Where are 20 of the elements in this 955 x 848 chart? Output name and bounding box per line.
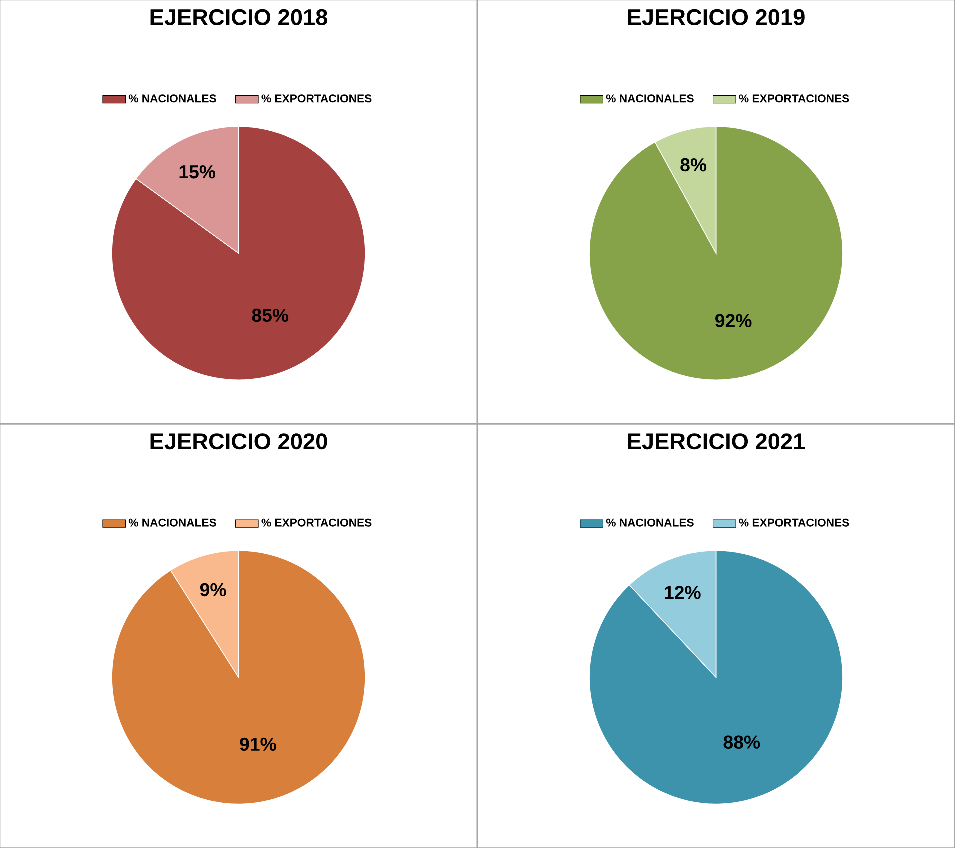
data-label: 15% [180, 165, 216, 179]
data-label: 12% [665, 586, 701, 600]
data-label: 9% [200, 583, 226, 596]
legend-label: % NACIONALES [606, 518, 694, 527]
chart-title: EJERCICIO 2021 [628, 433, 806, 450]
legend-label: % EXPORTACIONES [739, 518, 850, 527]
data-label: 88% [724, 736, 760, 749]
data-label: 8% [680, 158, 707, 172]
data-label: 91% [240, 738, 276, 751]
legend-label: % NACIONALES [128, 518, 216, 527]
legend-label: % EXPORTACIONES [262, 94, 372, 103]
legend-label: % NACIONALES [606, 94, 694, 103]
legend-label: % NACIONALES [128, 94, 216, 103]
legend-label: % EXPORTACIONES [739, 94, 850, 103]
chart-title: EJERCICIO 2018 [150, 9, 328, 26]
chart-title: EJERCICIO 2020 [150, 433, 328, 450]
chart-title: EJERCICIO 2019 [628, 9, 805, 26]
data-label: 92% [716, 314, 752, 328]
data-label: 85% [252, 308, 289, 322]
legend-label: % EXPORTACIONES [262, 518, 372, 527]
